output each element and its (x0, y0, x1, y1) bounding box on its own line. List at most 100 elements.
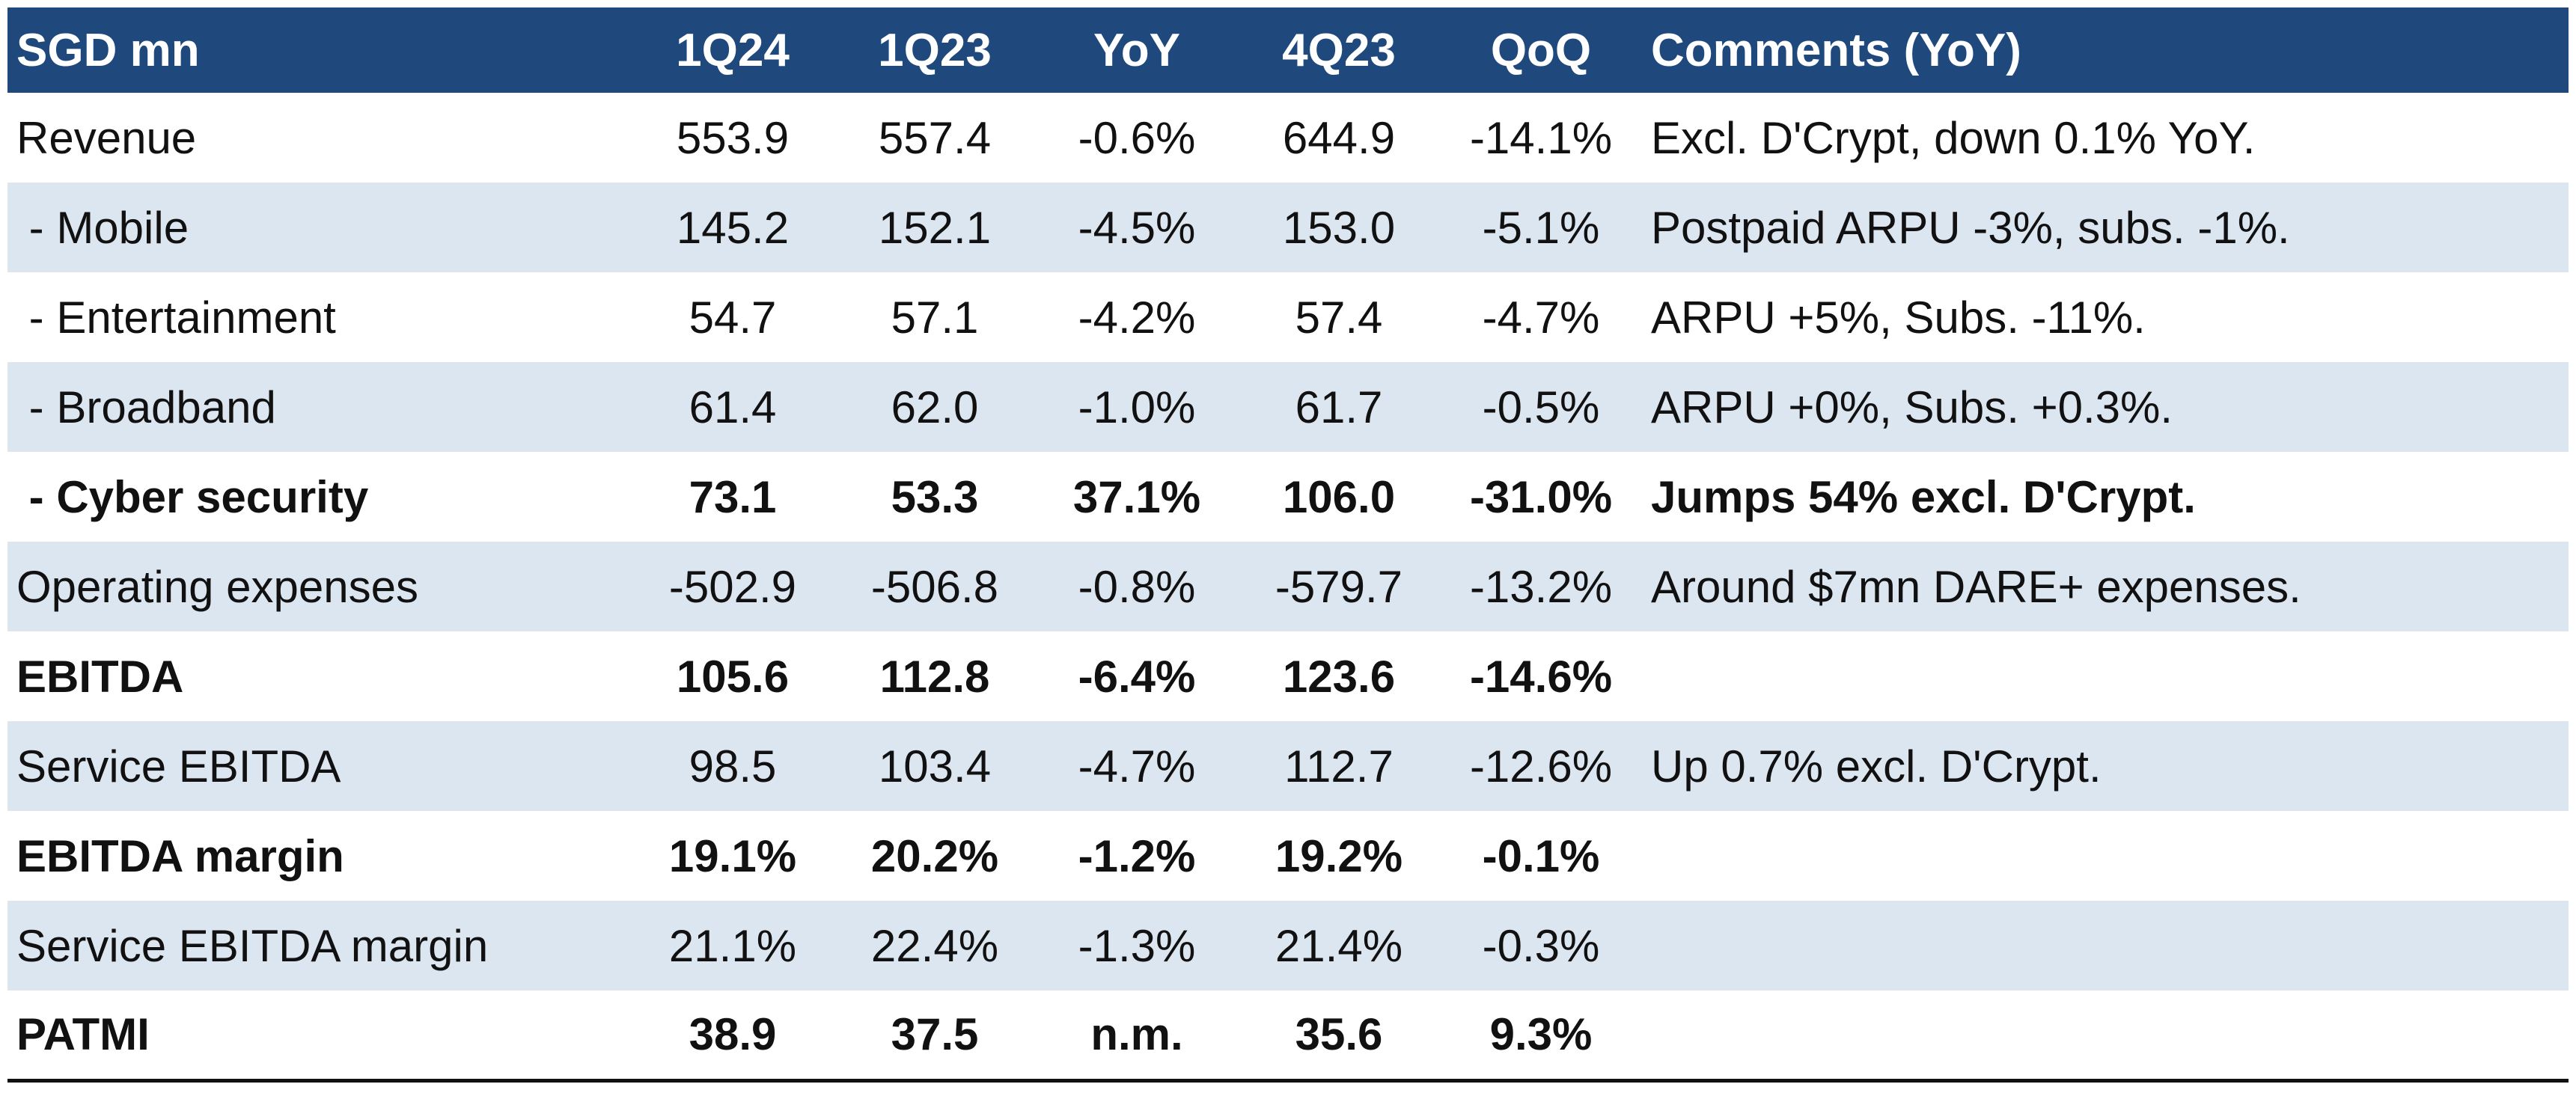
financial-results-table: SGD mn 1Q24 1Q23 YoY 4Q23 QoQ Comments (YoY) R… (7, 7, 2569, 1083)
cell-col-yoy: -4.5% (1078, 202, 1196, 253)
header-col-comments: Comments (YoY) (1651, 24, 2021, 76)
table-row: - Entertainment 54.7 57.1 -4.2% 57.4 -4.7% ARP… (7, 272, 2569, 362)
cell-col-1q24: -502.9 (668, 561, 797, 612)
cell-col-qoq: -0.3% (1482, 920, 1600, 971)
cell-col-qoq: 9.3% (1489, 1009, 1593, 1060)
cell-col-4q23: 35.6 (1295, 1009, 1383, 1060)
cell-col-comments: ARPU +0%, Subs. +0.3%. (1651, 382, 2173, 432)
cell-col-1q24: 73.1 (689, 471, 777, 522)
cell-col-1q23: 22.4% (870, 920, 999, 971)
cell-col-1q23: 112.8 (879, 651, 990, 702)
cell-col-yoy: 37.1% (1072, 471, 1201, 522)
cell-col-1q24: 54.7 (689, 292, 777, 343)
header-col-label: SGD mn (16, 24, 200, 76)
cell-col-yoy: -4.2% (1078, 292, 1196, 343)
cell-col-label: - Cyber security (16, 471, 369, 522)
cell-col-comments: ARPU +5%, Subs. -11%. (1651, 292, 2146, 343)
table-row: Service EBITDA 98.5 103.4 -4.7% 112.7 -12.6% U… (7, 721, 2569, 811)
cell-col-comments: Up 0.7% excl. D'Crypt. (1651, 741, 2102, 792)
header-col-1q23: 1Q23 (878, 24, 992, 76)
cell-col-label: Operating expenses (16, 561, 419, 612)
cell-col-yoy: -6.4% (1078, 651, 1196, 702)
cell-col-comments (1642, 901, 2569, 991)
cell-col-comments (1642, 811, 2569, 901)
cell-col-1q24: 145.2 (676, 202, 790, 253)
table-row: - Mobile 145.2 152.1 -4.5% 153.0 -5.1% Postpai… (7, 183, 2569, 272)
cell-col-1q23: 37.5 (891, 1009, 979, 1060)
cell-col-label: Revenue (16, 112, 197, 163)
cell-col-1q23: 53.3 (891, 471, 979, 522)
cell-col-yoy: -0.6% (1078, 112, 1196, 163)
cell-col-label: - Broadband (16, 382, 276, 432)
cell-col-qoq: -12.6% (1469, 741, 1613, 792)
cell-col-4q23: 106.0 (1282, 471, 1396, 522)
cell-col-label: EBITDA margin (16, 830, 344, 881)
header-col-4q23: 4Q23 (1282, 24, 1396, 76)
cell-col-1q24: 105.6 (676, 651, 790, 702)
cell-col-label: - Entertainment (16, 292, 336, 343)
table-header: SGD mn 1Q24 1Q23 YoY 4Q23 QoQ Comments (YoY) (7, 7, 2569, 93)
cell-col-yoy: -1.0% (1078, 382, 1196, 432)
cell-col-1q24: 21.1% (668, 920, 797, 971)
table-row: PATMI 38.9 37.5 n.m. 35.6 9.3% (7, 991, 2569, 1080)
cell-col-comments: Around $7mn DARE+ expenses. (1651, 561, 2301, 612)
cell-col-label: Service EBITDA margin (16, 920, 489, 971)
cell-col-yoy: -1.3% (1078, 920, 1196, 971)
table-body: Revenue 553.9 557.4 -0.6% 644.9 -14.1% Excl. D… (7, 93, 2569, 1080)
results-table: SGD mn 1Q24 1Q23 YoY 4Q23 QoQ Comments (YoY) R… (7, 7, 2569, 1083)
cell-col-comments: Excl. D'Crypt, down 0.1% YoY. (1651, 112, 2256, 163)
cell-col-comments (1642, 991, 2569, 1080)
cell-col-1q24: 98.5 (689, 741, 777, 792)
table-row: - Cyber security 73.1 53.3 37.1% 106.0 -31.0%… (7, 452, 2569, 542)
cell-col-1q23: 62.0 (891, 382, 979, 432)
cell-col-comments: Jumps 54% excl. D'Crypt. (1651, 471, 2196, 522)
cell-col-4q23: 644.9 (1282, 112, 1396, 163)
cell-col-1q24: 19.1% (668, 830, 797, 881)
cell-col-1q24: 61.4 (689, 382, 777, 432)
cell-col-4q23: -579.7 (1275, 561, 1403, 612)
cell-col-1q23: 152.1 (878, 202, 992, 253)
cell-col-label: Service EBITDA (16, 741, 341, 792)
cell-col-1q24: 553.9 (676, 112, 790, 163)
cell-col-qoq: -31.0% (1469, 471, 1613, 522)
header-col-1q24: 1Q24 (676, 24, 790, 76)
cell-col-4q23: 153.0 (1282, 202, 1396, 253)
cell-col-comments: Postpaid ARPU -3%, subs. -1%. (1651, 202, 2290, 253)
header-col-qoq: QoQ (1490, 24, 1592, 76)
cell-col-1q24: 38.9 (689, 1009, 777, 1060)
cell-col-qoq: -13.2% (1469, 561, 1613, 612)
cell-col-4q23: 61.7 (1295, 382, 1383, 432)
cell-col-1q23: 103.4 (878, 741, 992, 792)
cell-col-label: PATMI (16, 1009, 150, 1060)
cell-col-qoq: -14.1% (1469, 112, 1613, 163)
cell-col-yoy: n.m. (1090, 1009, 1183, 1060)
cell-col-qoq: -5.1% (1482, 202, 1600, 253)
cell-col-qoq: -0.5% (1482, 382, 1600, 432)
cell-col-4q23: 123.6 (1282, 651, 1396, 702)
cell-col-1q23: 20.2% (870, 830, 999, 881)
cell-col-4q23: 112.7 (1284, 741, 1394, 792)
cell-col-label: - Mobile (16, 202, 189, 253)
table-row: - Broadband 61.4 62.0 -1.0% 61.7 -0.5% ARPU +0… (7, 362, 2569, 452)
cell-col-yoy: -1.2% (1078, 830, 1196, 881)
table-row: EBITDA margin 19.1% 20.2% -1.2% 19.2% -0.1% (7, 811, 2569, 901)
table-row: Service EBITDA margin 21.1% 22.4% -1.3% 21.4… (7, 901, 2569, 991)
cell-col-qoq: -4.7% (1482, 292, 1600, 343)
cell-col-qoq: -0.1% (1482, 830, 1600, 881)
cell-col-yoy: -0.8% (1078, 561, 1196, 612)
cell-col-yoy: -4.7% (1078, 741, 1196, 792)
header-row: SGD mn 1Q24 1Q23 YoY 4Q23 QoQ Comments (YoY) (7, 7, 2569, 93)
cell-col-comments (1642, 631, 2569, 721)
cell-col-1q23: 57.1 (891, 292, 979, 343)
cell-col-1q23: -506.8 (870, 561, 999, 612)
cell-col-4q23: 21.4% (1275, 920, 1403, 971)
cell-col-qoq: -14.6% (1469, 651, 1613, 702)
cell-col-4q23: 19.2% (1275, 830, 1403, 881)
table-row: Operating expenses -502.9 -506.8 -0.8% -579.… (7, 542, 2569, 631)
cell-col-label: EBITDA (16, 651, 184, 702)
cell-col-4q23: 57.4 (1295, 292, 1383, 343)
table-row: Revenue 553.9 557.4 -0.6% 644.9 -14.1% Excl. D… (7, 93, 2569, 183)
header-col-yoy: YoY (1093, 24, 1180, 76)
cell-col-1q23: 557.4 (878, 112, 992, 163)
table-row: EBITDA 105.6 112.8 -6.4% 123.6 -14.6% (7, 631, 2569, 721)
